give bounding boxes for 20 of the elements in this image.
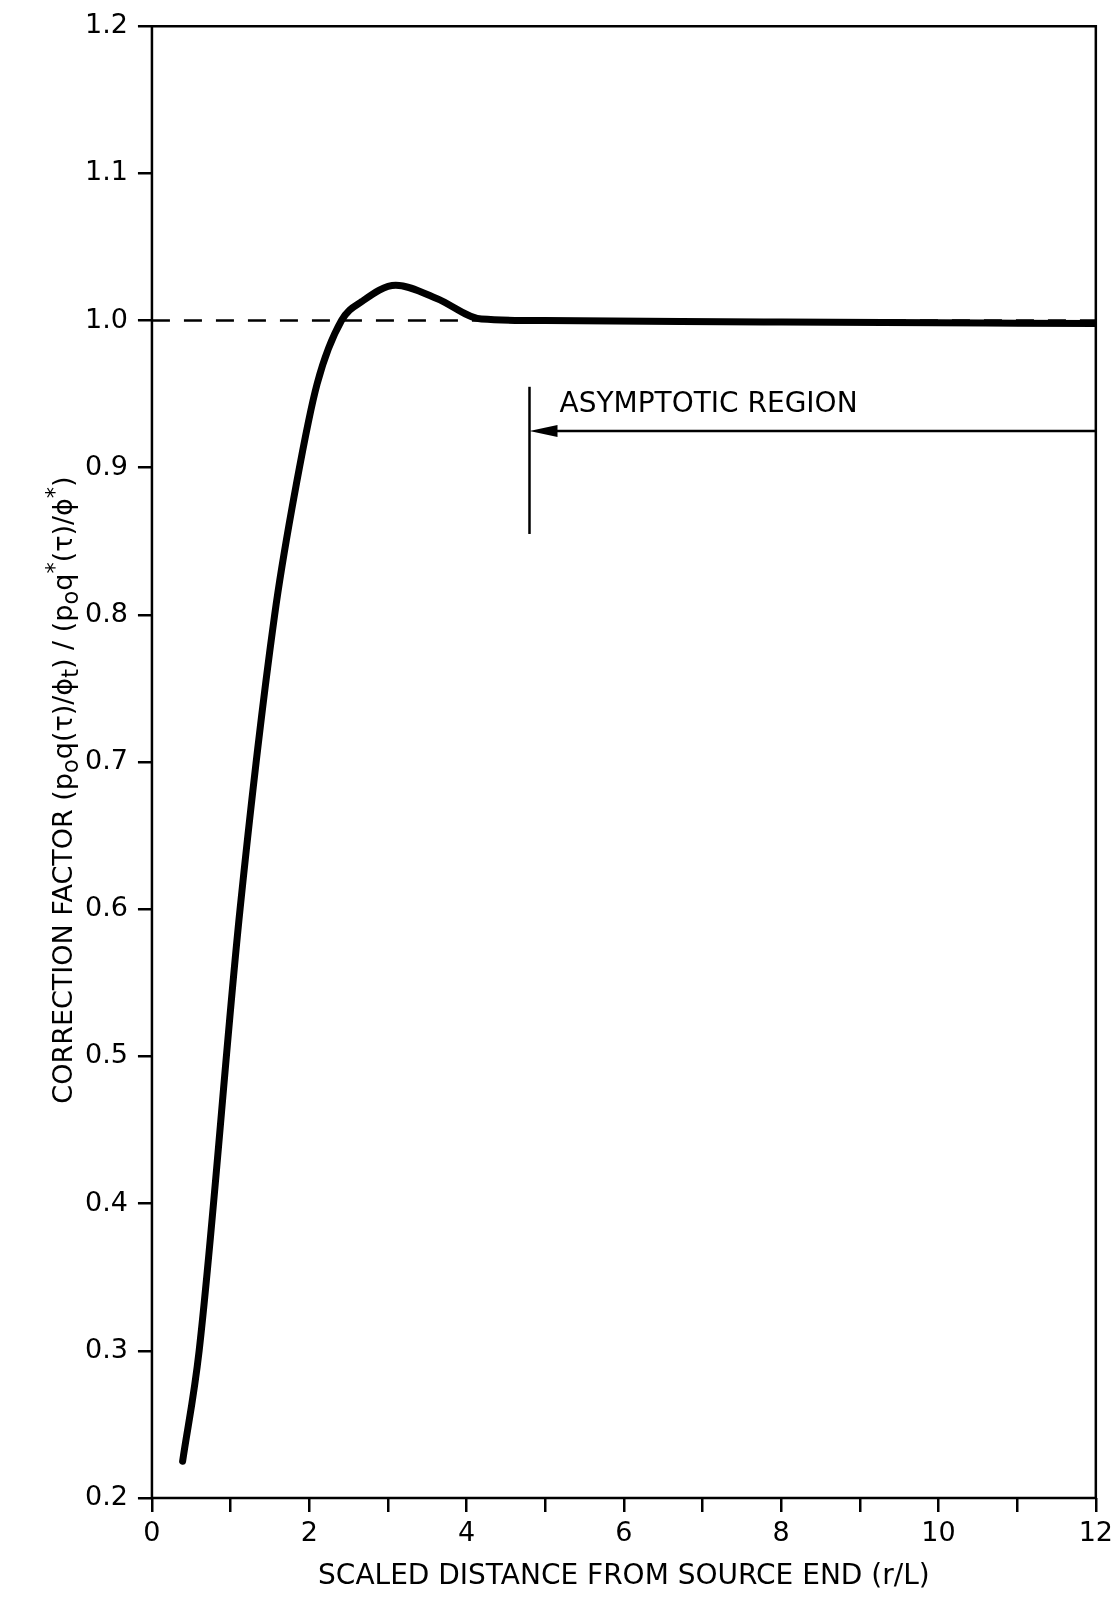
y-tick-label: 0.8 [84, 596, 128, 628]
y-tick-label: 0.9 [84, 449, 128, 481]
x-tick-label: 4 [457, 1516, 476, 1548]
y-tick-label: 0.6 [84, 891, 128, 923]
x-tick-label: 0 [143, 1516, 161, 1548]
y-tick-label: 0.7 [84, 744, 128, 776]
x-tick-label: 2 [300, 1516, 318, 1548]
x-tick-label: 6 [615, 1516, 633, 1548]
y-tick-label: 0.3 [84, 1332, 128, 1364]
ref-line-label: ASYMPTOTIC REGION [559, 386, 858, 420]
y-tick-label: 0.2 [84, 1480, 128, 1512]
y-tick-label: 1.0 [84, 302, 128, 334]
x-tick-label: 8 [772, 1516, 790, 1548]
x-tick-label: 12 [1078, 1516, 1113, 1548]
x-axis-title: SCALED DISTANCE FROM SOURCE END (r/L) [318, 1558, 930, 1592]
y-tick-label: 0.4 [84, 1185, 128, 1217]
y-tick-label: 1.1 [84, 155, 128, 187]
y-tick-label: 1.2 [84, 8, 128, 40]
y-tick-label: 0.5 [84, 1038, 128, 1070]
x-tick-label: 10 [921, 1516, 956, 1548]
